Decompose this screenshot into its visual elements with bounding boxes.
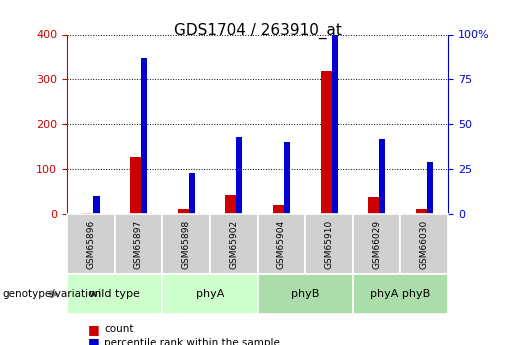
Bar xyxy=(273,205,289,214)
Bar xyxy=(226,195,242,214)
Text: GSM66030: GSM66030 xyxy=(420,219,428,269)
Bar xyxy=(130,157,147,214)
Text: wild type: wild type xyxy=(89,289,140,299)
Bar xyxy=(427,162,433,214)
Bar xyxy=(379,139,385,214)
Bar xyxy=(368,197,385,214)
Text: GSM65898: GSM65898 xyxy=(182,219,191,269)
Bar xyxy=(236,137,243,214)
Text: GSM65896: GSM65896 xyxy=(87,219,95,269)
Text: phyA phyB: phyA phyB xyxy=(370,289,431,299)
Bar xyxy=(284,142,290,214)
Text: count: count xyxy=(104,325,133,334)
Bar xyxy=(82,213,99,214)
Text: GSM66029: GSM66029 xyxy=(372,219,381,269)
Text: GDS1704 / 263910_at: GDS1704 / 263910_at xyxy=(174,22,341,39)
Bar xyxy=(178,209,194,214)
Bar xyxy=(332,13,338,214)
Text: GSM65904: GSM65904 xyxy=(277,219,286,269)
Text: GSM65897: GSM65897 xyxy=(134,219,143,269)
Text: phyA: phyA xyxy=(196,289,224,299)
Text: ■: ■ xyxy=(88,323,99,336)
Text: genotype/variation: genotype/variation xyxy=(3,289,101,299)
Text: GSM65910: GSM65910 xyxy=(324,219,333,269)
Text: GSM65902: GSM65902 xyxy=(229,219,238,269)
Bar xyxy=(416,208,433,214)
Bar xyxy=(188,172,195,214)
Text: phyB: phyB xyxy=(291,289,319,299)
Bar xyxy=(141,58,147,214)
Bar xyxy=(321,71,337,214)
Text: percentile rank within the sample: percentile rank within the sample xyxy=(104,338,280,345)
Bar xyxy=(93,196,99,214)
Text: ■: ■ xyxy=(88,336,99,345)
